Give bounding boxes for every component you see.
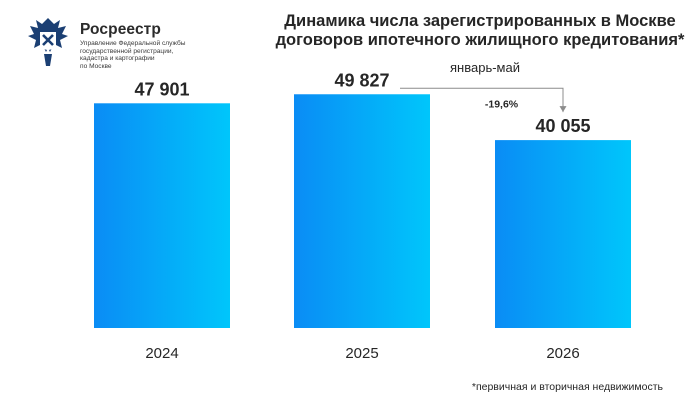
change-connector-line: [400, 87, 564, 113]
value-label-2025: 49 827: [334, 70, 389, 90]
rosreestr-emblem-icon: [28, 18, 68, 66]
bar-2025: [294, 94, 430, 328]
bar-2024: [94, 103, 230, 328]
bar-2026: [495, 140, 631, 328]
category-label-2024: 2024: [145, 345, 178, 362]
org-subtitle: Управление Федеральной службы государств…: [80, 40, 186, 70]
change-percent-label: -19,6%: [485, 98, 519, 110]
arrow-down-icon: [559, 106, 567, 113]
org-name: Росреестр: [80, 21, 161, 38]
value-label-2024: 47 901: [134, 79, 189, 99]
category-label-2026: 2026: [546, 345, 579, 362]
footnote: *первичная и вторичная недвижимость: [471, 381, 663, 393]
chart-title: Динамика числа зарегистрированных в Моск…: [275, 12, 685, 49]
chart-subtitle: январь-май: [450, 60, 520, 75]
value-label-2026: 40 055: [535, 116, 590, 136]
category-label-2025: 2025: [345, 345, 378, 362]
